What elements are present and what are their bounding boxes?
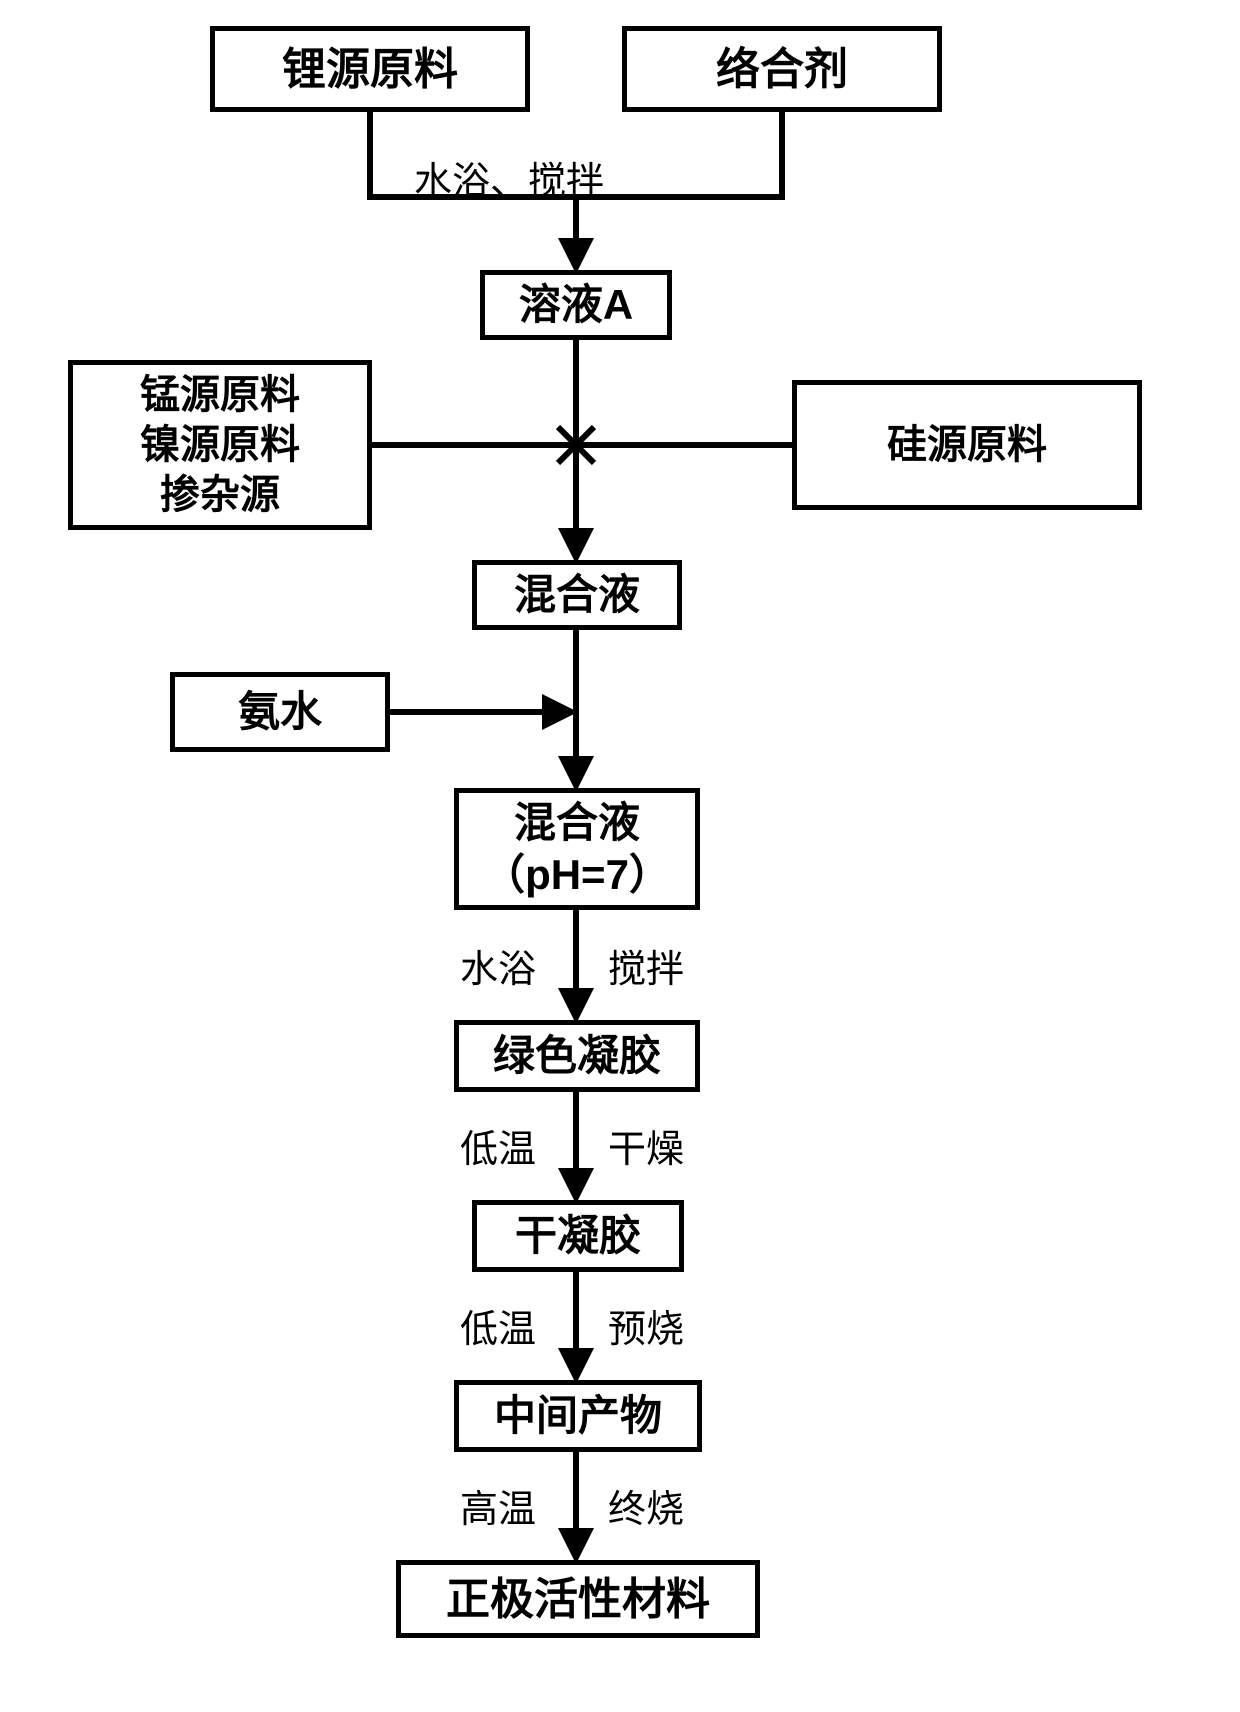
junction-cross (558, 427, 594, 463)
node-ammonia: 氨水 (170, 672, 390, 752)
node-solution-a: 溶液A (480, 270, 672, 340)
edge-label-finalsinter: 终烧 (608, 1478, 684, 1533)
node-cathode-material: 正极活性材料 (396, 1560, 760, 1638)
node-mixture-ph7: 混合液（pH=7） (454, 788, 700, 910)
node-label: 绿色凝胶 (493, 1030, 661, 1083)
junction-cross (558, 427, 594, 463)
node-mn-ni-doping: 锰源原料镍源原料掺杂源 (68, 360, 372, 530)
node-dry-gel: 干凝胶 (472, 1200, 684, 1272)
edge-label-dry: 干燥 (608, 1118, 684, 1173)
edge-label-presinter: 预烧 (608, 1298, 684, 1353)
edge-label-lowtemp-2: 低温 (460, 1298, 536, 1353)
node-label: 干凝胶 (515, 1210, 641, 1263)
flow-arrow (576, 112, 782, 268)
edge-label-waterbath-stir: 水浴、搅拌 (414, 150, 604, 205)
node-label: 络合剂 (716, 42, 848, 97)
node-label: 锰源原料镍源原料掺杂源 (140, 370, 300, 520)
node-label: 混合液（pH=7） (483, 797, 671, 902)
node-label: 混合液 (514, 569, 640, 622)
node-li-source: 锂源原料 (210, 26, 530, 112)
node-si-source: 硅源原料 (792, 380, 1142, 510)
node-green-gel: 绿色凝胶 (454, 1020, 700, 1092)
node-label: 硅源原料 (887, 420, 1047, 470)
node-intermediate: 中间产物 (454, 1380, 702, 1452)
node-label: 锂源原料 (282, 42, 458, 97)
edge-label-stir: 搅拌 (608, 938, 684, 993)
node-mixture-1: 混合液 (472, 560, 682, 630)
edge-label-waterbath: 水浴 (460, 938, 536, 993)
node-label: 氨水 (238, 686, 322, 739)
edge-label-lowtemp-1: 低温 (460, 1118, 536, 1173)
node-label: 溶液A (519, 279, 633, 332)
node-label: 中间产物 (494, 1390, 662, 1443)
node-complexing-agent: 络合剂 (622, 26, 942, 112)
edge-label-hightemp: 高温 (460, 1478, 536, 1533)
node-label: 正极活性材料 (446, 1572, 710, 1627)
